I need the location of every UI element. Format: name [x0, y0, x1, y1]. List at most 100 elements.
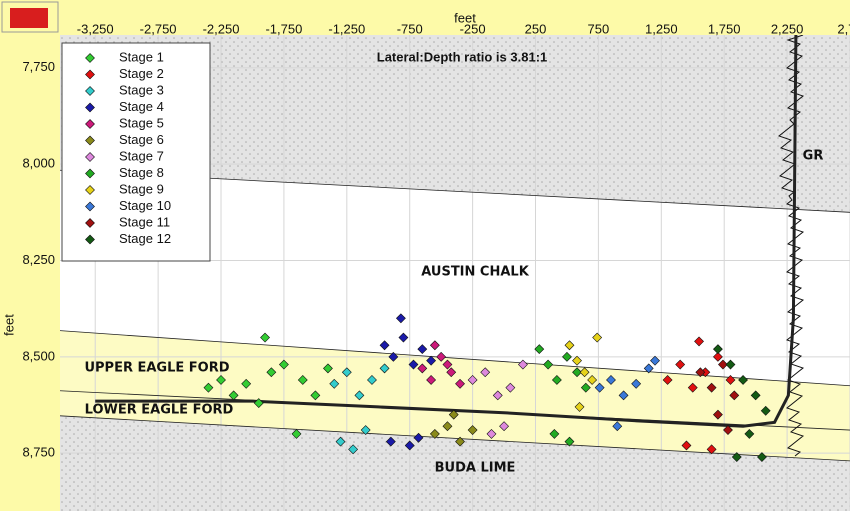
legend-label: Stage 5	[119, 115, 164, 130]
eagle-ford-band	[60, 330, 850, 461]
top-axis-strip	[0, 0, 850, 35]
x-tick-label: -750	[397, 21, 423, 36]
data-point	[278, 359, 289, 370]
data-point	[480, 367, 491, 378]
legend-marker	[85, 69, 95, 80]
data-point	[297, 375, 308, 385]
data-point	[341, 367, 352, 378]
wellbore	[95, 35, 798, 428]
x-tick-label: 250	[525, 21, 547, 36]
y-axis-label: feet	[1, 314, 16, 336]
legend-marker	[85, 168, 95, 179]
data-point	[385, 436, 396, 447]
data-point	[729, 390, 740, 401]
legend-marker	[85, 185, 95, 195]
data-point	[429, 428, 440, 439]
x-axis-label: feet	[454, 10, 476, 25]
data-point	[404, 440, 415, 451]
data-point	[429, 340, 440, 351]
data-point	[712, 344, 723, 355]
data-point	[618, 390, 629, 401]
logo	[10, 8, 48, 28]
data-point	[335, 436, 346, 447]
legend-marker	[85, 53, 95, 63]
annotation: GR	[803, 149, 824, 164]
legend-label: Stage 6	[119, 132, 164, 147]
data-point	[310, 390, 321, 401]
data-point	[455, 378, 465, 389]
data-point	[643, 363, 654, 374]
data-point	[442, 421, 453, 432]
data-point	[486, 428, 497, 439]
data-point	[241, 378, 252, 389]
y-tick-label: 8,000	[22, 156, 55, 171]
data-point	[564, 436, 575, 447]
data-point	[455, 436, 465, 447]
data-point	[260, 332, 270, 343]
data-point	[467, 425, 478, 435]
data-point	[379, 340, 390, 351]
x-tick-label: -1,250	[328, 21, 365, 36]
data-point	[675, 359, 686, 370]
data-point	[551, 375, 562, 385]
legend-marker	[85, 201, 95, 212]
data-point	[417, 344, 428, 355]
data-point	[760, 405, 771, 416]
data-point	[543, 359, 554, 370]
data-point	[725, 375, 736, 385]
legend-label: Stage 12	[119, 231, 171, 246]
legend-marker	[85, 135, 95, 146]
data-point	[750, 390, 761, 401]
data-point	[360, 425, 371, 435]
data-point	[505, 382, 516, 393]
legend-label: Stage 3	[119, 82, 164, 97]
x-tick-label: -1,750	[265, 21, 302, 36]
data-point	[413, 432, 424, 443]
data-point	[426, 355, 437, 366]
data-point	[323, 363, 333, 374]
data-point	[367, 375, 377, 385]
data-point	[408, 359, 419, 370]
data-point	[228, 390, 239, 401]
data-point	[706, 382, 717, 393]
data-point	[580, 382, 591, 393]
annotation: AUSTIN CHALK	[421, 265, 529, 280]
data-point	[499, 421, 509, 432]
legend-label: Stage 10	[119, 198, 171, 213]
x-tick-label: 2,75	[837, 21, 850, 36]
legend-marker	[85, 218, 95, 228]
legend-marker	[85, 102, 95, 113]
x-tick-label: -2,250	[203, 21, 240, 36]
data-point	[492, 390, 503, 401]
data-point	[534, 344, 545, 355]
data-point	[379, 363, 390, 374]
data-point	[612, 421, 623, 432]
data-point	[549, 428, 560, 439]
legend-label: Stage 2	[119, 66, 164, 81]
data-point	[436, 351, 447, 362]
data-point	[723, 425, 733, 435]
chart-title: Lateral:Depth ratio is 3.81:1	[377, 49, 548, 64]
legend-marker	[85, 152, 95, 162]
data-point	[738, 375, 748, 385]
annotation: UPPER EAGLE FORD	[84, 361, 229, 376]
data-point	[687, 382, 698, 393]
data-point	[706, 444, 717, 455]
data-point	[694, 336, 704, 347]
data-point	[417, 363, 428, 374]
data-point	[606, 375, 616, 385]
data-point	[662, 375, 673, 385]
data-point	[592, 332, 603, 343]
shale-band	[60, 35, 850, 213]
data-point	[572, 367, 582, 378]
data-point	[695, 367, 706, 378]
x-tick-label: 2,250	[771, 21, 804, 36]
data-point	[574, 402, 585, 412]
data-point	[731, 452, 742, 462]
data-point	[253, 398, 264, 409]
formation-boundary	[60, 330, 850, 387]
x-tick-label: 1,750	[708, 21, 741, 36]
data-point	[712, 351, 723, 362]
